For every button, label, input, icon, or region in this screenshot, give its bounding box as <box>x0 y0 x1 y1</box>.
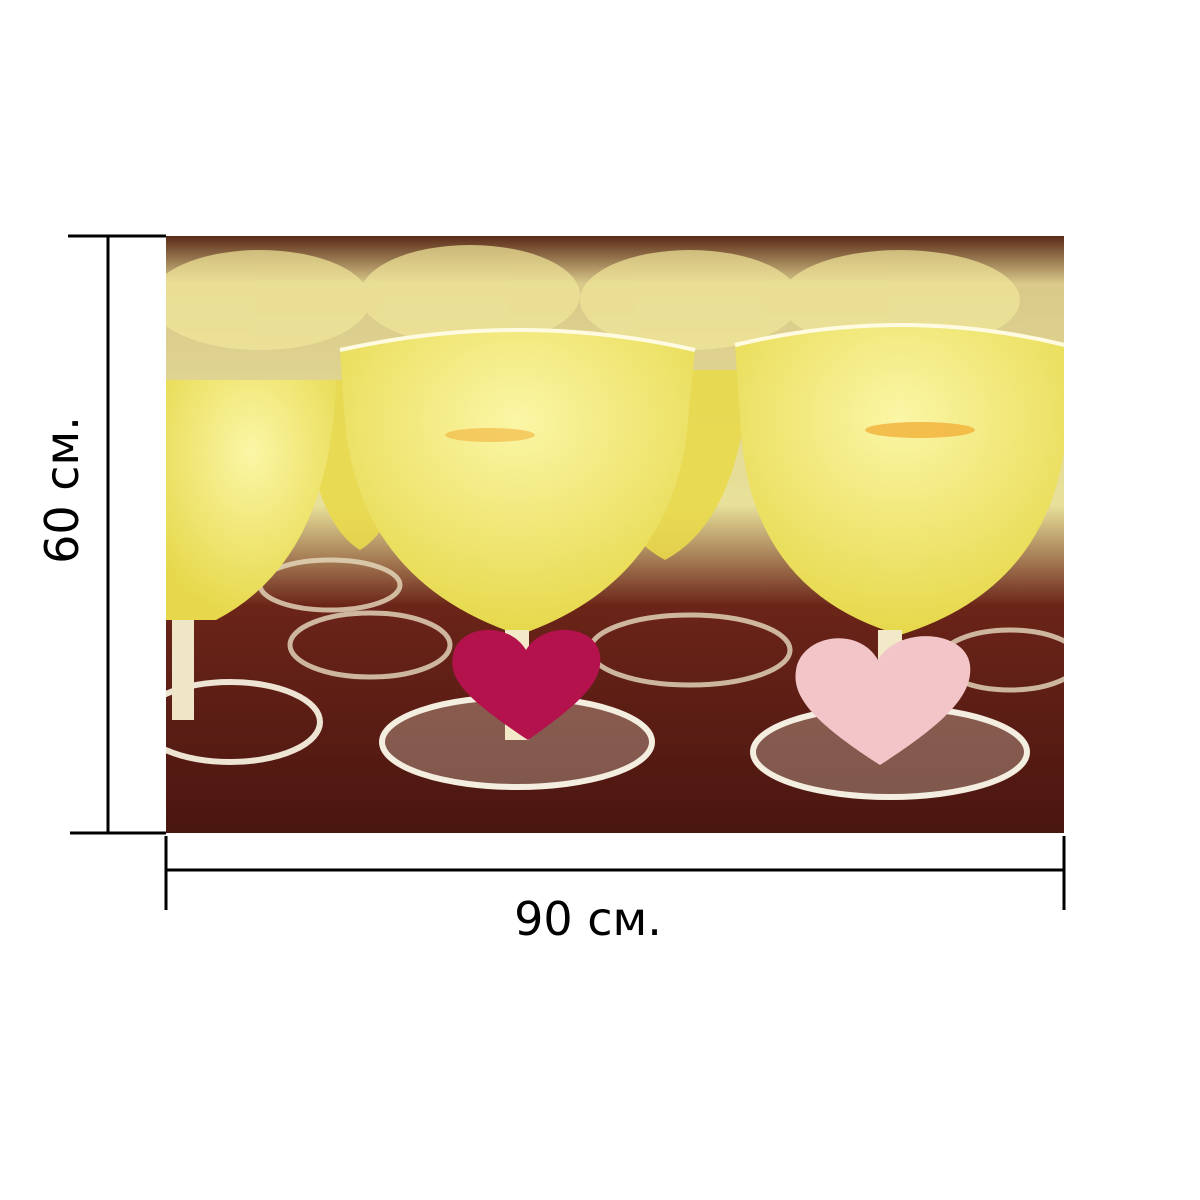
dimension-lines <box>68 234 1066 910</box>
height-label: 60 см. <box>35 416 89 564</box>
red-heart <box>452 629 601 740</box>
width-label: 90 см. <box>514 892 662 946</box>
photo <box>166 236 1064 833</box>
pink-heart <box>795 636 971 765</box>
